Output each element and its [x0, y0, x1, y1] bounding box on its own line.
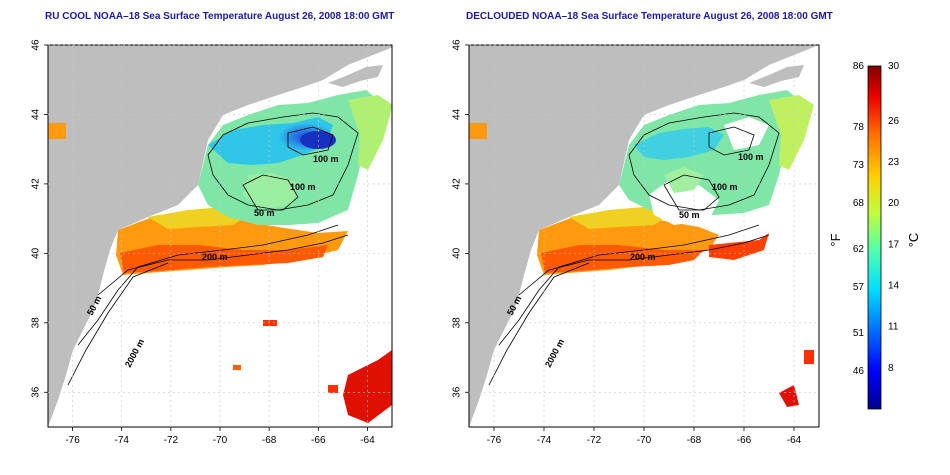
bathymetry-contours — [67, 112, 359, 386]
fahrenheit-tick: 68 — [853, 198, 865, 209]
y-tick-label: 44 — [452, 108, 463, 120]
x-tick-label: -66 — [737, 435, 752, 446]
x-tick-labels-left: -76 -74 -72 -70 -68 -66 -64 — [65, 435, 375, 446]
fahrenheit-tick: 78 — [853, 122, 865, 133]
x-tick-label: -64 — [360, 435, 375, 446]
y-tick-labels-left: 46 44 42 40 38 36 — [31, 39, 42, 398]
y-tick-label: 36 — [452, 386, 463, 398]
svg-text:100 m: 100 m — [313, 154, 339, 164]
celsius-tick: 26 — [888, 116, 900, 127]
x-tick-label: -68 — [687, 435, 702, 446]
x-tick-label: -74 — [537, 435, 552, 446]
graticule-left — [44, 44, 392, 431]
panel-title-left: RU COOL NOAA–18 Sea Surface Temperature … — [45, 11, 395, 22]
svg-text:50 m: 50 m — [679, 210, 700, 220]
svg-text:100 m: 100 m — [738, 152, 764, 162]
svg-text:200 m: 200 m — [202, 252, 228, 262]
fahrenheit-ticks: 86 78 73 68 62 57 51 46 — [853, 61, 865, 377]
y-tick-label: 36 — [31, 386, 42, 398]
x-tick-label: -68 — [262, 435, 277, 446]
graticule-right — [465, 44, 819, 431]
celsius-tick: 14 — [888, 281, 900, 292]
x-tick-label: -76 — [65, 435, 80, 446]
x-tick-label: -72 — [587, 435, 602, 446]
fahrenheit-tick: 73 — [853, 160, 865, 171]
y-tick-label: 38 — [31, 317, 42, 329]
celsius-tick: 8 — [888, 363, 894, 374]
panel-title-right: DECLOUDED NOAA–18 Sea Surface Temperatur… — [466, 11, 833, 22]
x-tick-label: -70 — [637, 435, 652, 446]
celsius-tick: 30 — [888, 61, 900, 72]
fahrenheit-tick: 86 — [853, 61, 865, 72]
y-tick-label: 40 — [452, 247, 463, 259]
x-tick-label: -76 — [487, 435, 502, 446]
y-tick-label: 44 — [31, 108, 42, 120]
bathymetry-contours — [488, 112, 780, 386]
x-tick-labels-right: -76 -74 -72 -70 -68 -66 -64 — [487, 435, 802, 446]
celsius-label: °C — [906, 233, 921, 248]
y-tick-labels-right: 46 44 42 40 38 36 — [452, 39, 463, 398]
svg-text:200 m: 200 m — [630, 252, 656, 262]
celsius-tick: 17 — [888, 239, 900, 250]
y-tick-label: 42 — [31, 178, 42, 190]
fahrenheit-tick: 51 — [853, 328, 865, 339]
x-tick-label: -72 — [164, 435, 179, 446]
x-tick-label: -66 — [311, 435, 326, 446]
svg-text:50 m: 50 m — [254, 208, 275, 218]
celsius-tick: 20 — [888, 198, 900, 209]
fahrenheit-tick: 62 — [853, 244, 865, 255]
celsius-ticks: 30 26 23 20 17 14 11 8 — [888, 61, 900, 374]
fahrenheit-tick: 46 — [853, 366, 865, 377]
celsius-tick: 11 — [888, 322, 899, 333]
y-tick-label: 38 — [452, 317, 463, 329]
x-tick-label: -74 — [114, 435, 129, 446]
x-tick-label: -64 — [787, 435, 802, 446]
fahrenheit-tick: 57 — [853, 282, 865, 293]
svg-text:100 m: 100 m — [290, 182, 316, 192]
map-panel-right: -76 -74 -72 -70 -68 -66 -64 46 44 42 40 38 36 100 m… — [452, 39, 820, 446]
celsius-tick: 23 — [888, 157, 900, 168]
svg-text:100 m: 100 m — [712, 182, 738, 192]
y-tick-label: 46 — [31, 39, 42, 51]
y-tick-label: 40 — [31, 247, 42, 259]
y-tick-label: 46 — [452, 39, 463, 51]
x-tick-label: -70 — [213, 435, 228, 446]
map-panel-left: -76 -74 -72 -70 -68 -66 -64 46 44 42 40 38 36 100 m… — [31, 39, 393, 446]
colorbar-ramp — [867, 65, 882, 410]
y-tick-label: 42 — [452, 178, 463, 190]
fahrenheit-label: °F — [828, 233, 843, 246]
colorbar: 86 78 73 68 62 57 51 46 30 26 23 20 17 14 11 8 °F °C — [828, 61, 921, 410]
